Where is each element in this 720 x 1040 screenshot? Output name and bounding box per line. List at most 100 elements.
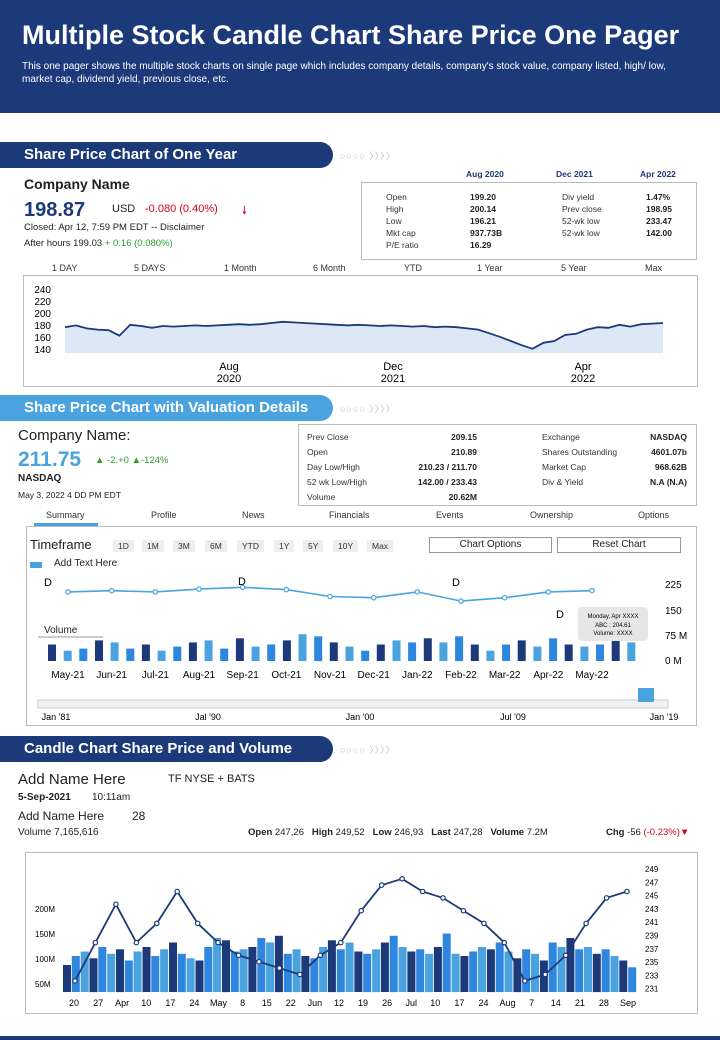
timeframe-max[interactable]: Max bbox=[367, 540, 394, 552]
chart3-y-tick-right: 239 bbox=[645, 932, 659, 941]
volume-bar bbox=[504, 951, 513, 992]
s2-stats-left-values: 209.15 210.89 210.23 / 211.70 142.00 / 2… bbox=[411, 430, 477, 505]
range-tab-1month[interactable]: 1 Month bbox=[224, 263, 257, 273]
chart3-point bbox=[521, 978, 528, 984]
range-navigator[interactable]: Jan '81 Jal '90 Jan '00 Jul '09 Jan '19 bbox=[37, 688, 678, 722]
chart2-x-tick: Oct-21 bbox=[271, 670, 301, 681]
chart-options-button[interactable]: Chart Options bbox=[429, 537, 552, 553]
volume-bar bbox=[611, 638, 620, 661]
chart3-x-tick: Sep bbox=[620, 998, 636, 1008]
chart3-x-tick: 27 bbox=[93, 998, 103, 1008]
tab-profile[interactable]: Profile bbox=[151, 510, 177, 520]
chart2-marker: D bbox=[556, 609, 564, 621]
chart3-line bbox=[74, 877, 628, 982]
timeframe-1y[interactable]: 1Y bbox=[274, 540, 295, 552]
volume-bar bbox=[470, 644, 479, 661]
volume-bar bbox=[116, 949, 124, 993]
volume-bar bbox=[451, 953, 460, 993]
volume-bar bbox=[282, 640, 291, 661]
chart2-x-tick: Feb-22 bbox=[445, 670, 477, 681]
stat-label: Shares Outstanding bbox=[542, 447, 618, 457]
chart3-x-tick: 20 bbox=[69, 998, 79, 1008]
range-tab-max[interactable]: Max bbox=[645, 263, 663, 273]
timeframe-3m[interactable]: 3M bbox=[173, 540, 195, 552]
volume-bar bbox=[160, 949, 169, 993]
volume-bar bbox=[584, 947, 592, 992]
chart3-x-tick: 14 bbox=[551, 998, 561, 1008]
volume-bar bbox=[376, 644, 385, 661]
volume-bar bbox=[627, 642, 636, 661]
chart3-x-tick: 15 bbox=[262, 998, 272, 1008]
volume-bar bbox=[110, 642, 119, 661]
volume-bar bbox=[549, 638, 558, 661]
chart3-point bbox=[583, 920, 589, 927]
s3-name2-value: 28 bbox=[132, 809, 146, 823]
section3-banner-label: Candle Chart Share Price and Volume bbox=[24, 740, 293, 757]
chart2-x-tick: Sep-21 bbox=[227, 670, 260, 681]
range-tab-1day[interactable]: 1 DAY bbox=[52, 263, 78, 273]
s3-stat-value: 246,93 bbox=[394, 827, 424, 838]
page-header: Multiple Stock Candle Chart Share Price … bbox=[0, 0, 720, 113]
navigator-track[interactable] bbox=[37, 699, 669, 709]
chart2-marker: D bbox=[238, 576, 246, 588]
volume-bar bbox=[486, 949, 495, 993]
timeframe-1m[interactable]: 1M bbox=[142, 540, 164, 552]
s3-stat-label: Low bbox=[372, 827, 392, 838]
timeframe-5y[interactable]: 5Y bbox=[303, 540, 324, 552]
range-tab-1year[interactable]: 1 Year bbox=[477, 263, 503, 273]
timeframe-10y[interactable]: 10Y bbox=[333, 540, 359, 552]
s3-stat-label: Open bbox=[248, 827, 273, 838]
tab-financials[interactable]: Financials bbox=[329, 510, 370, 520]
volume-bar bbox=[151, 956, 160, 992]
range-tab-5year[interactable]: 5 Year bbox=[561, 263, 587, 273]
volume-bar bbox=[522, 949, 531, 993]
range-tab-ytd[interactable]: YTD bbox=[404, 263, 422, 273]
chart2-point bbox=[370, 594, 377, 601]
navigator-label: Jal '90 bbox=[195, 712, 221, 722]
tab-events[interactable]: Events bbox=[436, 510, 464, 520]
chart3-point bbox=[113, 901, 119, 908]
volume-bar bbox=[267, 644, 276, 661]
range-tab-5days[interactable]: 5 DAYS bbox=[134, 263, 166, 273]
timeframe-1d[interactable]: 1D bbox=[113, 540, 134, 552]
chart2-marker: D bbox=[452, 577, 460, 589]
s1-after-hours-label: After hours 199.03 bbox=[24, 238, 103, 249]
tab-summary[interactable]: Summary bbox=[46, 510, 85, 520]
tab-news[interactable]: News bbox=[242, 510, 265, 520]
decorative-dots: ○○○○ 〉〉〉〉 bbox=[340, 404, 396, 414]
volume-bar bbox=[63, 650, 72, 661]
tab-options[interactable]: Options bbox=[638, 510, 670, 520]
volume-bar bbox=[596, 644, 604, 661]
volume-bar bbox=[251, 646, 260, 661]
reset-chart-button[interactable]: Reset Chart bbox=[557, 537, 681, 553]
s3-exchange: TF NYSE + BATS bbox=[168, 773, 255, 785]
chart3-point bbox=[501, 939, 508, 946]
s3-stat-value: 247,28 bbox=[453, 827, 483, 838]
timeframe-ytd[interactable]: YTD bbox=[237, 540, 264, 552]
chart2-point bbox=[108, 587, 115, 594]
chart3-x-tick: 10 bbox=[141, 998, 151, 1008]
stat-value: 968.62B bbox=[654, 462, 687, 472]
volume-bar bbox=[248, 947, 257, 992]
volume-bar bbox=[239, 949, 248, 993]
chart3-y-tick-right: 247 bbox=[645, 878, 659, 887]
stat-label: 52-wk low bbox=[562, 228, 600, 238]
stat-value: 200.14 bbox=[470, 204, 496, 214]
chart2-marker: D bbox=[44, 577, 52, 589]
volume-bar bbox=[79, 648, 88, 661]
chart1-area bbox=[65, 321, 663, 353]
chart3-point bbox=[235, 952, 242, 959]
s3-stat-value: 247,26 bbox=[274, 827, 304, 838]
timeframe-6m[interactable]: 6M bbox=[205, 540, 227, 552]
tab-ownership[interactable]: Ownership bbox=[530, 510, 574, 520]
volume-bar bbox=[513, 958, 522, 993]
volume-bar bbox=[592, 953, 601, 993]
range-tab-6month[interactable]: 6 Month bbox=[313, 263, 346, 273]
chart2-x-tick: May-21 bbox=[51, 670, 85, 681]
navigator-handle[interactable] bbox=[638, 688, 654, 702]
volume-bar bbox=[533, 646, 542, 661]
chart3-point bbox=[542, 971, 549, 978]
chart3-y-tick-left: 200M bbox=[35, 905, 55, 914]
volume-bar bbox=[566, 938, 575, 992]
